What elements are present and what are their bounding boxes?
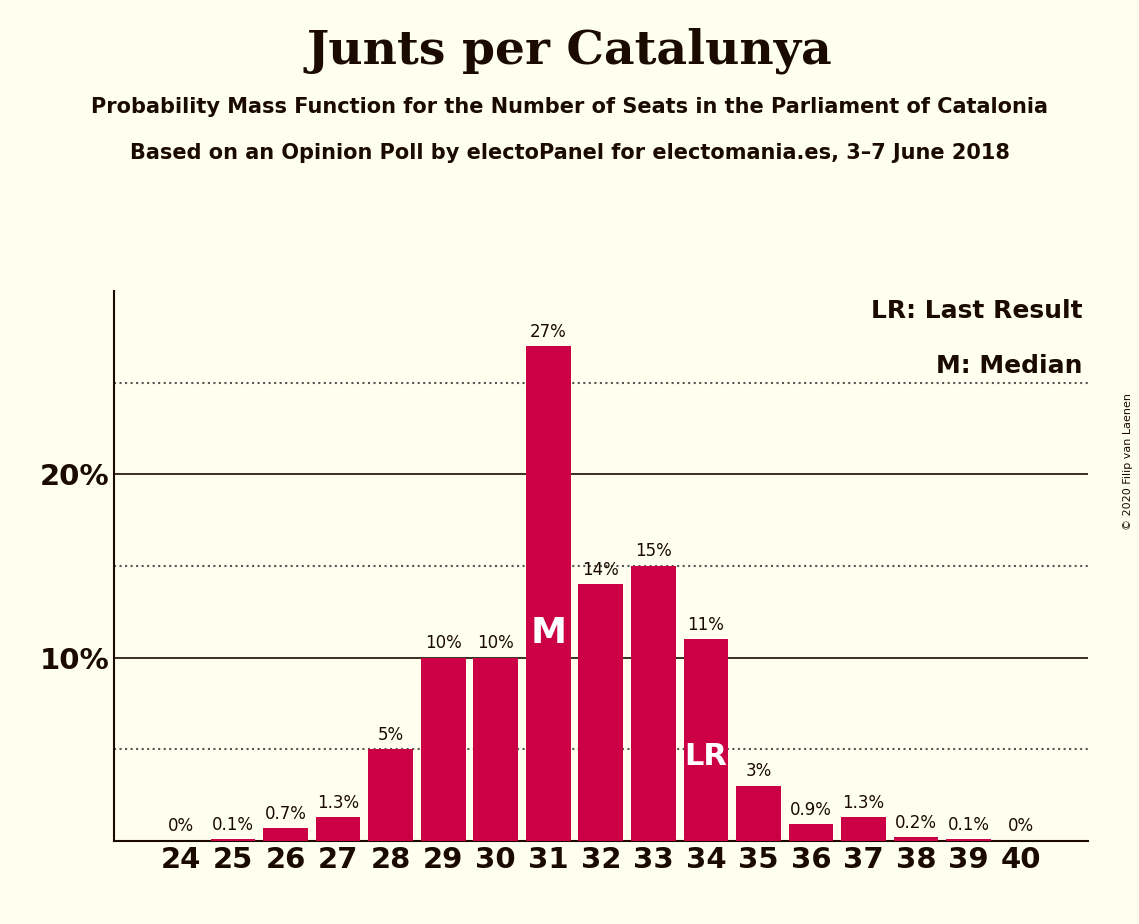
Text: 1.3%: 1.3%	[843, 794, 885, 811]
Text: 0.1%: 0.1%	[948, 816, 990, 833]
Text: 1.3%: 1.3%	[317, 794, 359, 811]
Text: 0.1%: 0.1%	[212, 816, 254, 833]
Bar	[474, 658, 518, 841]
Text: 0.7%: 0.7%	[264, 805, 306, 822]
Bar	[947, 839, 991, 841]
Bar	[526, 346, 571, 841]
Bar	[579, 584, 623, 841]
Text: 0.2%: 0.2%	[895, 814, 937, 832]
Text: 15%: 15%	[634, 542, 672, 561]
Bar	[263, 828, 308, 841]
Text: © 2020 Filip van Laenen: © 2020 Filip van Laenen	[1123, 394, 1133, 530]
Text: Based on an Opinion Poll by electoPanel for electomania.es, 3–7 June 2018: Based on an Opinion Poll by electoPanel …	[130, 143, 1009, 164]
Bar	[368, 749, 413, 841]
Text: 0.9%: 0.9%	[790, 801, 831, 819]
Text: Junts per Catalunya: Junts per Catalunya	[306, 28, 833, 74]
Bar	[842, 817, 886, 841]
Bar	[631, 565, 675, 841]
Text: 11%: 11%	[688, 615, 724, 634]
Bar	[211, 839, 255, 841]
Bar	[316, 817, 360, 841]
Text: M: M	[531, 616, 566, 650]
Text: 0%: 0%	[167, 818, 194, 835]
Text: LR: LR	[685, 742, 728, 771]
Bar	[736, 785, 780, 841]
Text: Probability Mass Function for the Number of Seats in the Parliament of Catalonia: Probability Mass Function for the Number…	[91, 97, 1048, 117]
Text: 0%: 0%	[1008, 818, 1034, 835]
Text: 5%: 5%	[378, 725, 403, 744]
Text: 27%: 27%	[530, 322, 567, 341]
Text: M: Median: M: Median	[936, 354, 1083, 378]
Bar	[894, 837, 939, 841]
Bar	[788, 824, 834, 841]
Text: 10%: 10%	[425, 634, 461, 652]
Text: LR: Last Result: LR: Last Result	[871, 299, 1083, 323]
Text: 14%: 14%	[582, 561, 620, 578]
Bar	[683, 639, 728, 841]
Text: 3%: 3%	[745, 762, 771, 781]
Text: 10%: 10%	[477, 634, 514, 652]
Bar	[421, 658, 466, 841]
